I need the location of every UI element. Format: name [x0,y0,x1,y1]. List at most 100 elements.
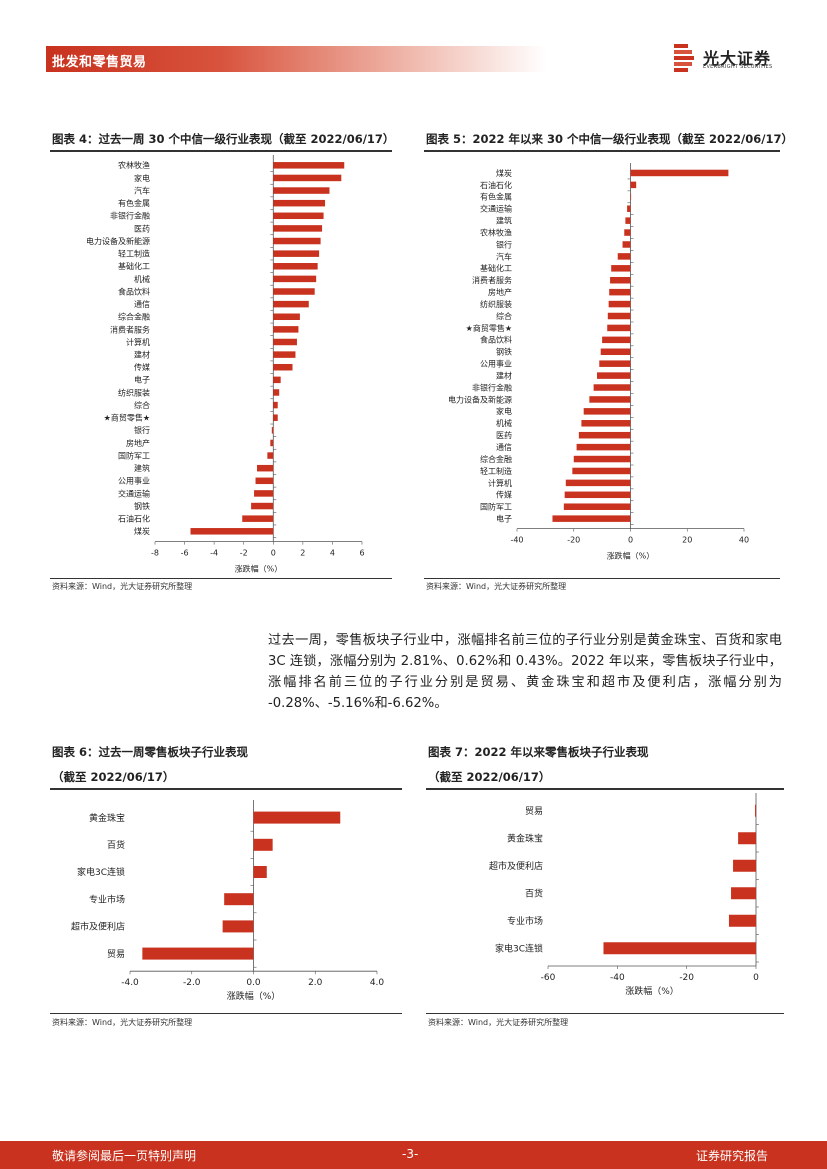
bar-22 [581,420,631,427]
bar-9 [273,263,318,270]
bar-23 [270,439,274,447]
category-label: 有色金属 [480,192,512,202]
category-label: 钢铁 [496,347,512,357]
category-label: 超市及便利店 [71,921,125,933]
bar-4 [273,199,326,207]
bar-2 [253,838,273,851]
fig5-chart: 煤炭 石油石化 有色金属 交通运输 建筑 农林牧渔 银行 汽车 基础化工 消费者服务 房地产 纺织服装… [424,155,780,575]
bar-21 [273,414,278,421]
bar-25 [573,455,631,463]
category-label: 百货 [107,839,125,851]
category-label: 汽车 [496,251,512,261]
x-tick-label: 20 [682,536,692,545]
bar-28 [251,502,274,510]
category-label: 超市及便利店 [489,860,543,872]
fig5-title: 图表 5：2022 年以来 30 个中信一级行业表现（截至 2022/06/17… [426,132,793,146]
category-label: 非银行金融 [472,382,512,392]
brand-name: 光大证券 [703,49,772,68]
category-label: 机械 [496,418,512,428]
x-tick-label: 6 [359,549,364,558]
x-axis-label: 涨跌幅（%） [227,990,281,1002]
x-tick-label: 0 [271,549,276,558]
bar-15 [602,336,631,344]
bar-24 [576,443,631,451]
bar-12 [608,300,631,308]
category-label: 电力设备及新能源 [86,236,150,246]
bar-4 [224,893,254,906]
bar-6 [624,229,631,236]
fig4-source: 资料来源：Wind，光大证券研究所整理 [52,582,193,591]
category-label: 国防军工 [480,502,512,512]
category-label: 银行 [496,239,512,249]
category-label: 国防军工 [118,450,150,460]
bar-21 [583,408,631,415]
x-tick-label: -20 [679,973,694,983]
bar-3 [273,187,330,194]
bar-14 [607,324,631,332]
category-label: 纺织服装 [480,299,512,309]
category-label: 医药 [134,223,150,233]
bar-7 [273,237,321,245]
bar-29 [563,503,631,510]
category-label: 基础化工 [118,261,150,271]
fig4-top-rule [50,150,392,152]
fig6-bottom-rule [50,1013,402,1014]
bar-20 [589,396,631,403]
x-tick-label: -6 [181,549,189,558]
brand-logo-icon [674,44,694,72]
x-tick-label: 40 [739,536,749,545]
x-tick-label: -20 [567,536,580,545]
x-tick-label: -8 [151,549,159,558]
bar-19 [593,384,631,391]
brand-name-en: EVERBRIGHT SECURITIES [703,64,773,70]
footer-disclaimer: 敬请参阅最后一页特别声明 [52,1149,197,1163]
bar-6 [273,225,323,232]
category-label: ★商贸零售★ [104,413,150,423]
x-axis-label: 涨跌幅（%） [607,551,655,561]
category-label: 传媒 [496,490,512,500]
x-tick-label: -40 [510,536,523,545]
category-label: 建筑 [496,216,512,226]
category-label: 机械 [134,274,150,284]
bar-26 [255,477,274,485]
category-label: 综合金融 [480,454,512,464]
category-label: 贸易 [525,805,543,817]
bar-10 [610,276,631,284]
bar-5 [273,212,324,220]
bar-29 [242,515,274,522]
bar-27 [254,490,274,497]
category-label: 农林牧渔 [480,227,512,237]
fig5-bottom-rule [424,578,780,579]
category-label: 家电 [134,173,150,183]
category-label: 综合 [134,400,150,410]
category-label: 公用事业 [118,476,150,486]
category-label: 轻工制造 [118,249,150,259]
footer-band [0,1141,827,1169]
x-tick-label: 0 [628,536,633,545]
category-label: 通信 [496,442,512,452]
bar-5 [222,920,254,933]
bar-18 [597,372,631,379]
x-tick-label: -40 [610,973,625,983]
bar-7 [622,241,631,248]
bar-16 [600,348,631,356]
bar-23 [578,431,631,439]
category-label: 医药 [496,430,512,440]
bar-2 [630,181,637,189]
bar-17 [599,360,631,367]
bar-2 [273,174,342,182]
fig4-title: 图表 4：过去一周 30 个中信一级行业表现（截至 2022/06/17） [52,132,395,146]
fig6-subtitle: （截至 2022/06/17） [52,770,175,784]
fig7-source: 资料来源：Wind，光大证券研究所整理 [428,1018,569,1027]
fig6-top-rule [50,788,402,790]
category-label: 非银行金融 [110,211,150,221]
bar-1 [755,804,756,817]
x-tick-label: -60 [541,973,556,983]
x-tick-label: -2 [240,549,248,558]
bar-8 [273,250,320,257]
x-tick-label: 4.0 [370,978,385,988]
category-label: 钢铁 [134,501,150,511]
fig7-title: 图表 7：2022 年以来零售板块子行业表现 [428,745,649,759]
category-label: 有色金属 [118,198,150,208]
category-label: 石油石化 [118,514,150,524]
